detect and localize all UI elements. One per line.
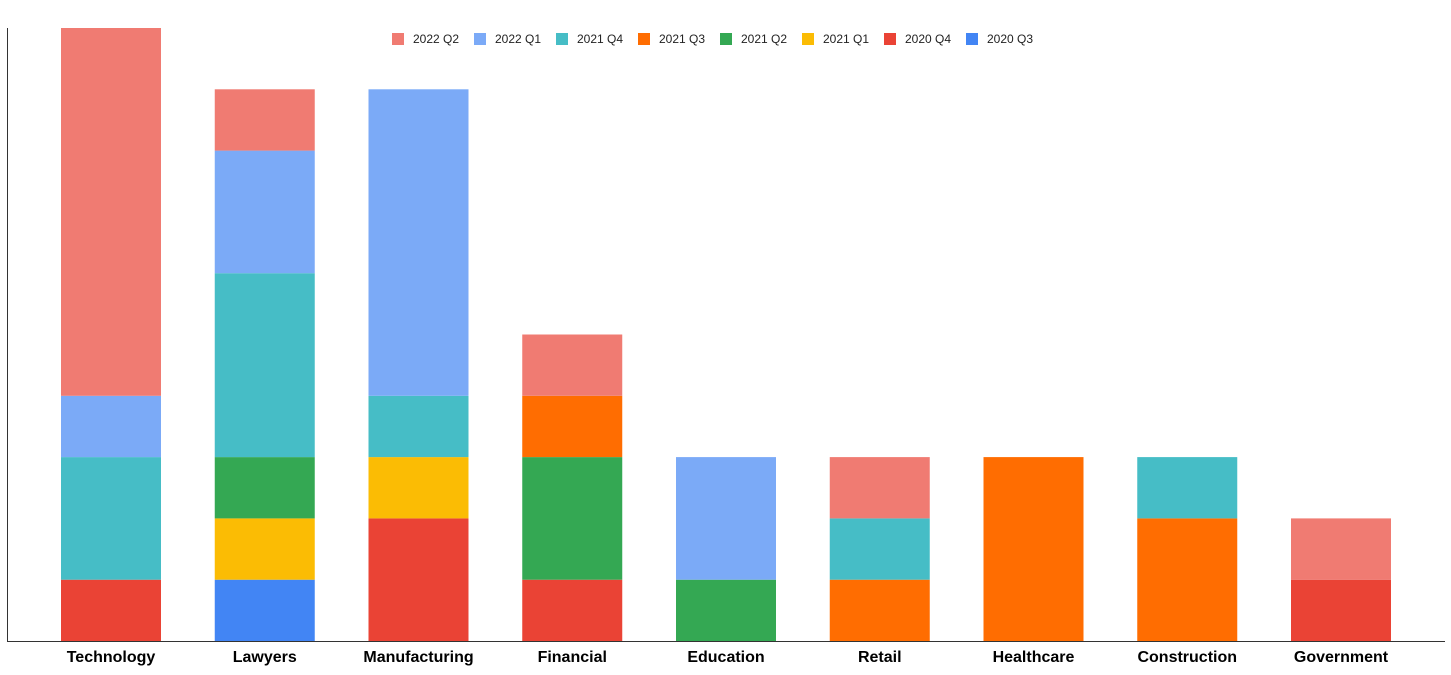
legend-label-2021-q3: 2021 Q3: [659, 32, 705, 46]
category-label-financial: Financial: [538, 649, 607, 666]
axes-layer: [7, 28, 1445, 642]
bar-stack-technology: [61, 28, 161, 641]
bar-segment-manufacturing-2021-q1: [368, 457, 469, 519]
bar-segment-financial-2020-q4: [522, 579, 623, 641]
category-label-government: Government: [1294, 649, 1389, 666]
legend-label-2021-q2: 2021 Q2: [741, 32, 787, 46]
category-label-healthcare: Healthcare: [993, 649, 1075, 666]
bar-segment-retail-2021-q3: [829, 579, 930, 641]
legend-item-2021-q3: 2021 Q3: [638, 32, 705, 46]
bar-segment-education-2022-q1: [676, 457, 776, 580]
legend-swatch-2022-q1: [474, 33, 486, 45]
bar-segment-financial-2021-q3: [522, 395, 623, 458]
legend-label-2021-q4: 2021 Q4: [577, 32, 623, 46]
legend-swatch-2022-q2: [392, 33, 404, 45]
bar-stack-education: [676, 457, 776, 641]
legend-swatch-2021-q2: [720, 33, 732, 45]
bar-segment-construction-2021-q3: [1137, 518, 1238, 641]
legend-label-2020-q3: 2020 Q3: [987, 32, 1033, 46]
legend-item-2022-q2: 2022 Q2: [392, 32, 459, 46]
bar-stack-lawyers: [214, 89, 315, 641]
bar-segment-manufacturing-2021-q4: [368, 395, 469, 458]
legend-item-2022-q1: 2022 Q1: [474, 32, 541, 46]
bar-segment-technology-2020-q4: [61, 579, 161, 641]
bar-segment-education-2021-q2: [676, 579, 776, 641]
legend-label-2022-q2: 2022 Q2: [413, 32, 459, 46]
legend-item-2021-q2: 2021 Q2: [720, 32, 787, 46]
bar-segment-technology-2022-q1: [61, 395, 161, 458]
bar-segment-manufacturing-2022-q1: [368, 89, 469, 396]
bar-segment-lawyers-2022-q2: [214, 89, 315, 151]
legend-swatch-2020-q4: [884, 33, 896, 45]
legend-label-2022-q1: 2022 Q1: [495, 32, 541, 46]
bar-segment-manufacturing-2020-q4: [368, 518, 469, 641]
bars-layer: [61, 28, 1391, 641]
category-label-retail: Retail: [858, 649, 902, 666]
bar-stack-construction: [1137, 457, 1238, 641]
bar-segment-healthcare-2021-q3: [983, 457, 1084, 641]
category-labels: Technology Lawyers Manufacturing Financial E…: [67, 649, 1389, 666]
bar-segment-lawyers-2020-q3: [214, 579, 315, 641]
category-label-lawyers: Lawyers: [233, 649, 297, 666]
bar-segment-lawyers-2021-q4: [214, 273, 315, 458]
legend-swatch-2020-q3: [966, 33, 978, 45]
bar-stack-healthcare: [983, 457, 1084, 641]
bar-stack-manufacturing: [368, 89, 469, 641]
category-label-manufacturing: Manufacturing: [363, 649, 473, 666]
bar-segment-lawyers-2021-q2: [214, 457, 315, 519]
bar-segment-technology-2021-q4: [61, 457, 161, 580]
bar-stack-government: [1291, 518, 1391, 641]
bar-segment-retail-2021-q4: [829, 518, 930, 580]
bar-segment-technology-2022-q2: [61, 28, 161, 396]
bar-segment-financial-2022-q2: [522, 334, 623, 396]
bar-segment-financial-2021-q2: [522, 457, 623, 580]
bar-segment-lawyers-2022-q1: [214, 150, 315, 274]
bar-stack-financial: [522, 334, 623, 641]
legend-item-2020-q3: 2020 Q3: [966, 32, 1033, 46]
legend-swatch-2021-q3: [638, 33, 650, 45]
legend-swatch-2021-q1: [802, 33, 814, 45]
category-label-technology: Technology: [67, 649, 156, 666]
bar-segment-government-2020-q4: [1291, 579, 1391, 641]
category-label-construction: Construction: [1137, 649, 1237, 666]
legend-item-2021-q4: 2021 Q4: [556, 32, 623, 46]
legend-label-2020-q4: 2020 Q4: [905, 32, 951, 46]
bar-segment-government-2022-q2: [1291, 518, 1391, 580]
legend: 2022 Q2 2022 Q1 2021 Q4 2021 Q3 2021 Q2 2021 …: [392, 32, 1033, 46]
bar-segment-retail-2022-q2: [829, 457, 930, 519]
legend-item-2020-q4: 2020 Q4: [884, 32, 951, 46]
legend-label-2021-q1: 2021 Q1: [823, 32, 869, 46]
bar-segment-lawyers-2021-q1: [214, 518, 315, 580]
legend-swatch-2021-q4: [556, 33, 568, 45]
bar-stack-retail: [829, 457, 930, 641]
legend-item-2021-q1: 2021 Q1: [802, 32, 869, 46]
bar-segment-construction-2021-q4: [1137, 457, 1238, 519]
category-label-education: Education: [687, 649, 764, 666]
